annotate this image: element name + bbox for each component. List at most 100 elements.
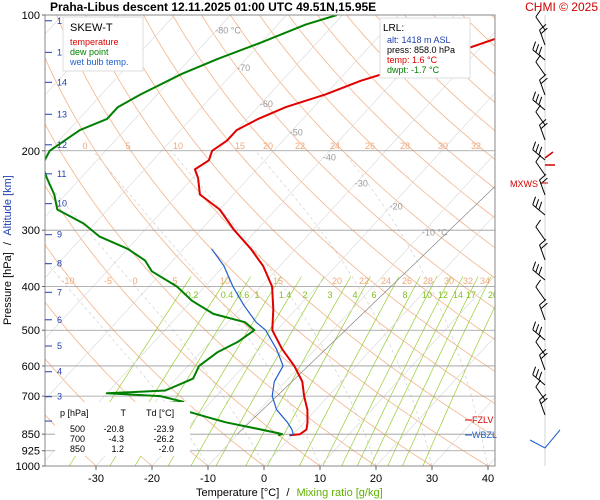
wind-barb-feather (532, 366, 537, 375)
wind-barb-feather (540, 77, 548, 85)
mixing-ratio-label: 1.4 (279, 290, 292, 300)
dry-adiabat-label: 0 (132, 276, 137, 286)
wind-barb (532, 141, 546, 161)
legend-temperature: temperature (70, 37, 119, 47)
lrl-box (379, 17, 471, 79)
wind-barb-staff (535, 386, 546, 401)
dry-adiabat-label: 5 (125, 141, 130, 151)
wind-barb (532, 91, 546, 111)
pressure-tick-label: 1000 (16, 461, 40, 473)
dry-adiabat-label: -10 (61, 276, 74, 286)
altitude-tick-label: 8 (57, 259, 62, 269)
wind-barb-feather (538, 146, 543, 156)
altitude-tick-label: 10 (57, 199, 67, 209)
table-cell: -20.8 (103, 424, 124, 434)
dry-adiabat-line (259, 15, 495, 249)
ylabel-sep: / (2, 241, 14, 245)
lrl-press: press: 858.0 hPa (387, 45, 455, 55)
wind-barb (539, 239, 548, 261)
altitude-tick-label: 7 (57, 287, 62, 297)
mixing-ratio-label: 14 (453, 290, 463, 300)
plot-background (45, 15, 495, 466)
altitude-tick-label: 5 (57, 341, 62, 351)
reference-line (237, 186, 495, 435)
wind-barb-feather (540, 177, 548, 185)
dry-adiabat-label: 32 (471, 141, 481, 151)
temperature-tick-label: 40 (482, 473, 494, 485)
dry-adiabat-label: 20 (332, 276, 342, 286)
wind-barb-feather (539, 119, 547, 126)
wind-barb-feather (535, 369, 540, 378)
temperature-tick-label: -10 (200, 473, 216, 485)
table-cell: 500 (70, 424, 85, 434)
grid-layer: -80 °C-70-60-50-40-30-20-10 °C0 5 10 15 20 22… (45, 15, 600, 466)
wbzl-marker: WBZL (472, 430, 497, 440)
wind-barb-feather (540, 397, 548, 405)
pressure-tick-label: 500 (22, 325, 40, 337)
dry-adiabat-line (520, 15, 600, 466)
table-cell: -26.2 (153, 434, 174, 444)
legend-box (62, 16, 144, 72)
wind-barb-feather (539, 394, 547, 401)
isotherm-line (263, 214, 495, 466)
dry-adiabat-label: 28 (423, 276, 433, 286)
values-table-box (55, 402, 190, 456)
wind-barb (532, 196, 546, 216)
max-wind-barb (544, 151, 554, 159)
dry-adiabat-line (172, 15, 495, 341)
temperature-tick-label: -20 (144, 473, 160, 485)
wind-barb-feather (532, 91, 537, 100)
wind-barb-feather (539, 239, 547, 246)
table-cell: 850 (70, 444, 85, 454)
wind-barb (532, 366, 546, 386)
isotherm-label: -30 (355, 178, 368, 188)
wind-barb-feather (535, 54, 542, 63)
wind-barb-staff (539, 244, 546, 261)
legend-dewpoint: dew point (70, 47, 109, 57)
isotherm-label: -50 (290, 127, 303, 137)
dry-adiabat-line (114, 15, 495, 405)
isotherm-line (151, 92, 495, 466)
wind-barb (539, 174, 548, 196)
wind-barb-feather (540, 302, 548, 310)
wind-barb-staff (535, 286, 546, 301)
pressure-tick-label: 100 (22, 10, 40, 22)
wind-barb-staff (535, 161, 546, 176)
wind-barb-feather (535, 379, 542, 388)
wind-barb (535, 379, 546, 401)
y-axis-title: Pressure [hPa] / Altitude [km] (2, 175, 14, 325)
xlabel-sep: / (286, 487, 290, 499)
wind-barb-feather (539, 74, 547, 81)
wind-barb-feather (535, 334, 542, 343)
mixing-ratio-label: 25 (511, 290, 521, 300)
mixing-ratio-label: 12 (438, 290, 448, 300)
dry-adiabat-line (230, 15, 495, 279)
wind-barb-feather (540, 27, 548, 35)
mxws-marker: MXWS (510, 179, 538, 189)
pressure-tick-label: 400 (22, 282, 40, 294)
wind-barb (535, 334, 546, 356)
wind-barb-feather (539, 24, 547, 31)
moist-adiabat-line (45, 180, 265, 466)
xlabel-temp: Temperature [°C] (196, 487, 279, 499)
altitude-tick-label: 4 (57, 367, 62, 377)
wind-barb-feather (535, 324, 540, 333)
wind-barb-staff (539, 29, 546, 46)
copyright: CHMI © 2025 (525, 0, 598, 14)
isotherm-label: -40 (323, 152, 336, 162)
wind-barb-feather (538, 46, 543, 56)
mixing-ratio-label: 10 (422, 290, 432, 300)
wind-barbs (529, 9, 561, 466)
pressure-tick-label: 850 (22, 429, 40, 441)
altitude-tick-label: 6 (57, 315, 62, 325)
isotherm-line (207, 153, 495, 466)
wind-barb-feather (539, 349, 547, 356)
wind-barb-feather (540, 122, 548, 130)
mixing-ratio-label: 4 (352, 290, 357, 300)
mixing-ratio-line (422, 305, 495, 466)
mixing-ratio-line (245, 276, 352, 466)
isotherm-label: -80 °C (215, 26, 241, 36)
wind-barb-staff (539, 354, 546, 371)
wind-barb-staff (535, 61, 546, 76)
